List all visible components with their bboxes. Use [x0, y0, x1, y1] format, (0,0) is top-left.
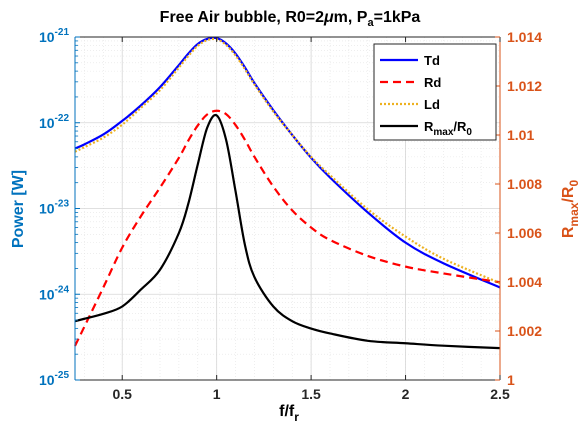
x-tick-label: 0.5: [112, 386, 132, 402]
legend-label: Td: [424, 53, 440, 68]
y-right-tick-label: 1.014: [507, 29, 542, 45]
series-lines: [74, 36, 501, 350]
y-right-axis-label: Rmax/R0: [560, 180, 581, 239]
legend: Td Rd Ld Rmax/R0: [373, 43, 497, 141]
legend-label: Rmax/R0: [424, 119, 472, 138]
y-right-tick-label: 1.012: [507, 78, 542, 94]
y-left-tick-label: 10-22: [39, 113, 69, 131]
x-tick-label: 2: [402, 386, 410, 402]
legend-label: Ld: [424, 97, 440, 112]
series-line-ld: [74, 37, 501, 285]
y-left-ticks: 10-25 10-24 10-23 10-22 10-21: [39, 27, 80, 388]
y-left-tick-label: 10-23: [39, 199, 69, 217]
x-tick-label: 2.5: [490, 386, 510, 402]
y-right-ticks: 1 1.002 1.004 1.006 1.008 1.01 1.012 1.014: [495, 29, 542, 388]
x-ticks: 0.5 1 1.5 2 2.5: [112, 37, 510, 402]
y-right-tick-label: 1.006: [507, 225, 542, 241]
x-tick-label: 1: [213, 386, 221, 402]
x-tick-label: 1.5: [301, 386, 321, 402]
chart-title: Free Air bubble, R0=2μm, Pa=1kPa: [160, 9, 421, 29]
y-left-tick-label: 10-24: [39, 284, 69, 302]
y-right-tick-label: 1.004: [507, 274, 542, 290]
y-right-tick-label: 1.008: [507, 176, 542, 192]
legend-label: Rd: [424, 75, 441, 90]
y-left-tick-label: 10-21: [39, 27, 69, 45]
y-right-tick-label: 1.01: [507, 127, 534, 143]
y-left-axis-label: Power [W]: [10, 170, 27, 248]
series-line-r-max-r-0: [74, 113, 501, 350]
y-right-tick-label: 1: [507, 372, 515, 388]
y-left-tick-label: 10-25: [39, 370, 69, 388]
series-line-rd: [74, 109, 501, 347]
series-line-td: [74, 36, 501, 289]
y-right-tick-label: 1.002: [507, 323, 542, 339]
x-axis-label: f/fr: [279, 403, 299, 424]
axes: [74, 36, 501, 381]
